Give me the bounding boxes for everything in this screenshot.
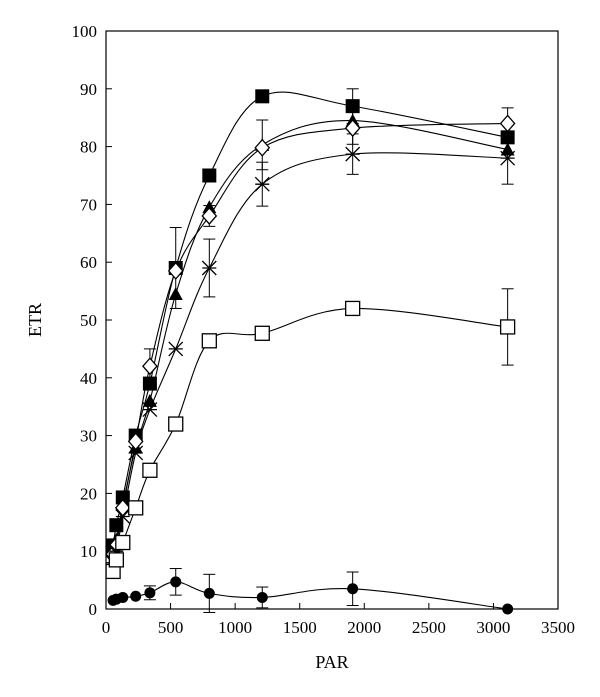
- data-point-asterisk: [500, 150, 516, 166]
- y-tick-label: 90: [80, 80, 97, 99]
- y-tick-label: 30: [80, 427, 97, 446]
- data-point-asterisk: [168, 341, 184, 357]
- x-tick-label: 2000: [347, 618, 381, 637]
- data-point-asterisk: [115, 509, 131, 524]
- data-point-open-square: [128, 500, 144, 516]
- series-curves: [112, 91, 508, 610]
- data-point-filled-circle: [130, 590, 142, 602]
- x-tick-label: 0: [102, 618, 111, 637]
- series-line-filled-square: [112, 91, 508, 546]
- y-tick-label: 40: [80, 369, 97, 388]
- data-point-open-square: [201, 333, 217, 349]
- data-point-open-square: [142, 462, 158, 478]
- y-tick-label: 10: [80, 542, 97, 561]
- data-point-open-diamond: [499, 114, 516, 133]
- plot-area-frame: [105, 30, 559, 610]
- data-point-filled-square: [500, 130, 515, 145]
- data-point-filled-square: [255, 89, 270, 104]
- x-tick-label: 1500: [283, 618, 317, 637]
- data-point-filled-circle: [502, 603, 514, 615]
- data-point-filled-square: [109, 518, 124, 533]
- data-point-filled-square: [142, 376, 157, 391]
- data-point-open-diamond: [344, 119, 361, 138]
- series-line-filled-triangle: [112, 120, 508, 549]
- y-tick-label: 50: [80, 311, 97, 330]
- data-point-open-diamond: [167, 261, 184, 280]
- data-point-open-diamond: [127, 432, 144, 451]
- data-point-asterisk: [201, 260, 217, 276]
- data-point-filled-square: [345, 99, 360, 114]
- data-point-filled-triangle: [168, 286, 183, 300]
- data-point-open-diamond: [201, 206, 218, 225]
- data-point-open-diamond: [142, 357, 158, 376]
- data-point-asterisk: [254, 176, 270, 192]
- series-line-asterisk: [112, 152, 508, 563]
- data-point-filled-triangle: [500, 142, 515, 156]
- data-point-open-diamond: [254, 138, 271, 157]
- data-point-filled-circle: [144, 587, 156, 599]
- series-line-open-diamond: [112, 122, 508, 555]
- data-point-filled-circle: [117, 591, 129, 603]
- x-tick-label: 3000: [476, 618, 510, 637]
- data-point-filled-circle: [203, 587, 215, 599]
- error-bars: [143, 88, 514, 613]
- x-tick-label: 2500: [412, 618, 446, 637]
- data-point-open-square: [499, 319, 516, 335]
- x-tick-label: 1000: [218, 618, 252, 637]
- y-tick-label: 60: [80, 253, 97, 272]
- data-point-filled-square: [202, 168, 217, 183]
- y-tick-label: 20: [80, 484, 97, 503]
- data-point-filled-circle: [170, 576, 182, 588]
- data-point-filled-triangle: [202, 200, 217, 214]
- y-tick-label: 0: [89, 600, 98, 619]
- data-point-open-square: [254, 325, 270, 341]
- axis-ticks: 0 500 1000 1500 2000 2500 3000 3500 0 10 20 30 40 50 6…: [72, 22, 576, 637]
- data-point-open-square: [108, 552, 124, 568]
- data-point-filled-circle: [256, 591, 268, 603]
- data-point-open-square: [168, 416, 184, 432]
- data-markers: [105, 89, 516, 615]
- data-point-asterisk: [128, 445, 144, 461]
- data-point-filled-square: [115, 490, 130, 505]
- data-point-asterisk: [345, 146, 361, 162]
- y-tick-label: 80: [80, 138, 97, 157]
- series-line-open-square: [112, 307, 508, 572]
- data-point-open-square: [345, 300, 361, 317]
- y-axis-title: ETR: [25, 303, 45, 337]
- data-point-asterisk: [142, 402, 158, 418]
- x-tick-label: 500: [158, 618, 184, 637]
- data-point-filled-triangle: [142, 393, 157, 407]
- data-point-filled-circle: [347, 583, 359, 595]
- x-axis-title: PAR: [315, 652, 348, 672]
- x-tick-label: 3500: [541, 618, 575, 637]
- data-point-open-square: [115, 534, 131, 551]
- y-tick-label: 100: [72, 22, 98, 41]
- y-tick-label: 70: [80, 195, 97, 214]
